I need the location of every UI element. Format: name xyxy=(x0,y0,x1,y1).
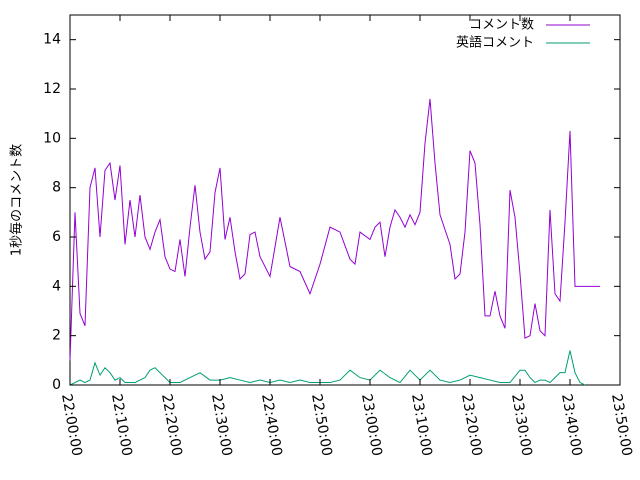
series-line-comments xyxy=(69,98,600,361)
x-tick-label: 22:20:00 xyxy=(158,393,185,458)
y-tick-label: 2 xyxy=(52,328,61,344)
x-tick-label: 22:30:00 xyxy=(208,393,235,458)
y-tick-label: 0 xyxy=(52,377,61,393)
x-tick-label: 22:10:00 xyxy=(108,393,135,458)
x-tick-label: 23:50:00 xyxy=(608,393,635,458)
y-axis-label: 1秒毎のコメント数 xyxy=(9,144,25,256)
y-tick-label: 4 xyxy=(52,278,61,294)
x-tick-label: 23:20:00 xyxy=(458,393,485,458)
legend-label: 英語コメント xyxy=(456,35,534,51)
x-tick-label: 23:40:00 xyxy=(558,393,585,458)
x-tick-label: 22:40:00 xyxy=(258,393,285,458)
x-tick-label: 22:00:00 xyxy=(58,393,85,458)
y-tick-label: 12 xyxy=(43,81,61,97)
x-tick-label: 23:30:00 xyxy=(508,393,535,458)
plot-frame xyxy=(69,14,621,386)
y-tick-label: 6 xyxy=(52,229,61,245)
y-tick-label: 10 xyxy=(43,130,61,146)
x-tick-label: 22:50:00 xyxy=(308,393,335,458)
y-tick-label: 14 xyxy=(43,32,61,48)
x-tick-label: 23:10:00 xyxy=(408,393,435,458)
y-tick-label: 8 xyxy=(52,180,61,196)
series-line-english-comments xyxy=(69,350,586,386)
x-tick-label: 23:00:00 xyxy=(358,393,385,458)
legend-label: コメント数 xyxy=(469,18,534,33)
